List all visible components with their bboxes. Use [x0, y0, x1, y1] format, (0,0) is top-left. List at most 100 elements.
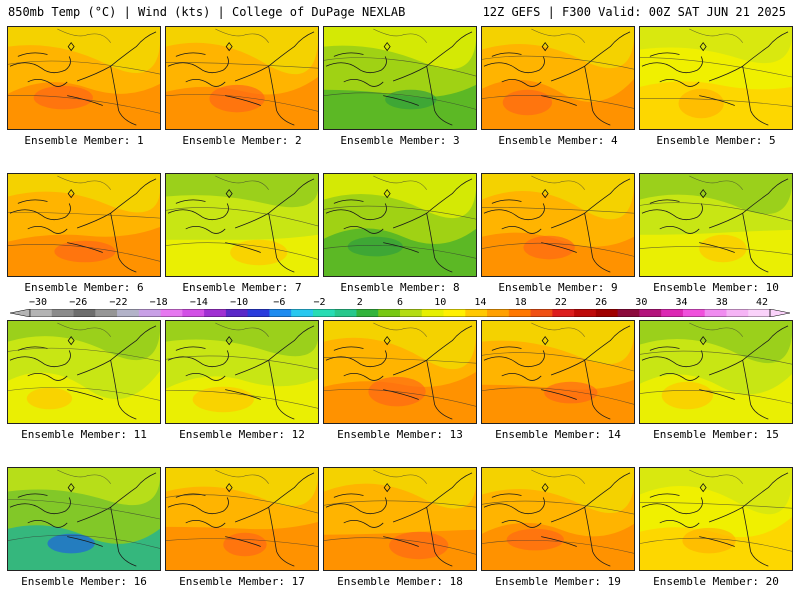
ensemble-member-label: Ensemble Member: 18	[337, 575, 463, 588]
ensemble-panel	[323, 320, 477, 424]
temperature-map	[482, 321, 634, 423]
colorbar-swatch	[247, 309, 270, 317]
ensemble-member-label: Ensemble Member: 1	[24, 134, 144, 147]
colorbar-swatch	[443, 309, 466, 317]
temperature-map	[640, 174, 792, 276]
colorbar-swatch	[182, 309, 205, 317]
colorbar: −30 −26 −22 −18 −14 −10 −6 −2 2 6 10 14 18 22 26 30 34 38…	[10, 297, 790, 321]
colorbar-swatch	[617, 309, 640, 317]
colorbar-swatch	[356, 309, 379, 317]
ensemble-member-label: Ensemble Member: 15	[653, 428, 779, 441]
colorbar-swatch	[552, 309, 575, 317]
temperature-map	[324, 27, 476, 129]
ensemble-panel	[639, 320, 793, 424]
colorbar-swatch	[30, 309, 53, 317]
temperature-map	[482, 27, 634, 129]
map-title: 850mb Temp (°C) | Wind (kts) | College o…	[8, 5, 406, 19]
colorbar-swatch	[704, 309, 727, 317]
ensemble-panel	[7, 26, 161, 130]
colorbar-tick-label: 30	[635, 297, 648, 308]
ensemble-member-label: Ensemble Member: 16	[21, 575, 147, 588]
temperature-map	[482, 174, 634, 276]
run-valid-time: 12Z GEFS | F300 Valid: 00Z SAT JUN 21 20…	[482, 5, 786, 19]
temperature-map	[166, 27, 318, 129]
ensemble-member-label: Ensemble Member: 14	[495, 428, 621, 441]
ensemble-member-label: Ensemble Member: 2	[182, 134, 302, 147]
colorbar-tick-label: 26	[595, 297, 608, 308]
ensemble-panel	[481, 467, 635, 571]
colorbar-tick-label: −22	[109, 297, 128, 308]
colorbar-swatch	[117, 309, 140, 317]
colorbar-tick-label: 34	[675, 297, 688, 308]
ensemble-panel	[165, 173, 319, 277]
colorbar-tick-label: −2	[313, 297, 326, 308]
header: 850mb Temp (°C) | Wind (kts) | College o…	[0, 0, 800, 24]
ensemble-member-label: Ensemble Member: 12	[179, 428, 305, 441]
ensemble-panel	[165, 320, 319, 424]
ensemble-member-label: Ensemble Member: 17	[179, 575, 305, 588]
colorbar-swatch	[595, 309, 619, 317]
colorbar-tick-label: 42	[755, 297, 769, 308]
ensemble-member-label: Ensemble Member: 3	[340, 134, 460, 147]
colorbar-swatch	[748, 309, 771, 317]
colorbar-tick-label: −30	[28, 297, 48, 308]
colorbar-swatch	[334, 309, 357, 317]
ensemble-member-label: Ensemble Member: 8	[340, 281, 460, 294]
temperature-map	[324, 468, 476, 570]
temperature-map	[8, 468, 160, 570]
colorbar-tick-labels: −30 −26 −22 −18 −14 −10 −6 −2 2 6 10 14 18 22 26 30 34 38…	[10, 297, 790, 308]
colorbar-tick-label: −26	[69, 297, 88, 308]
ensemble-member-label: Ensemble Member: 7	[182, 281, 302, 294]
colorbar-swatch	[508, 309, 532, 317]
temperature-map	[166, 321, 318, 423]
ensemble-panel	[481, 320, 635, 424]
colorbar-swatch	[530, 309, 553, 317]
ensemble-member-label: Ensemble Member: 13	[337, 428, 463, 441]
colorbar-swatch	[269, 309, 292, 317]
colorbar-swatch	[421, 309, 445, 317]
colorbar-swatch	[95, 309, 118, 317]
ensemble-panel	[7, 320, 161, 424]
colorbar-swatch	[138, 309, 162, 317]
ensemble-member-label: Ensemble Member: 20	[653, 575, 779, 588]
colorbar-tick-label: 22	[554, 297, 567, 308]
colorbar-swatch	[682, 309, 706, 317]
colorbar-tick-label: −14	[189, 297, 208, 308]
colorbar-tick-label: −6	[273, 297, 286, 308]
ensemble-panel	[481, 173, 635, 277]
temperature-map	[8, 321, 160, 423]
colorbar-tick-label: 6	[396, 297, 404, 308]
colorbar-tick-label: 18	[514, 297, 527, 308]
ensemble-panel	[639, 26, 793, 130]
temperature-map	[640, 321, 792, 423]
colorbar-tick-label: −10	[230, 297, 249, 308]
colorbar-high-arrow	[769, 309, 790, 317]
colorbar-swatch	[574, 309, 597, 317]
colorbar-swatch	[465, 309, 488, 317]
colorbar-swatch	[204, 309, 227, 317]
ensemble-member-label: Ensemble Member: 11	[21, 428, 147, 441]
colorbar-swatch	[225, 309, 249, 317]
ensemble-panel	[323, 467, 477, 571]
temperature-map	[482, 468, 634, 570]
ensemble-panel	[7, 173, 161, 277]
ensemble-member-label: Ensemble Member: 9	[498, 281, 618, 294]
ensemble-panel	[639, 467, 793, 571]
colorbar-swatch	[291, 309, 314, 317]
colorbar-swatch	[378, 309, 401, 317]
colorbar-swatch	[312, 309, 336, 317]
colorbar-swatch	[51, 309, 75, 317]
colorbar-low-arrow	[10, 309, 31, 317]
colorbar-tick-label: −18	[149, 297, 168, 308]
ensemble-member-label: Ensemble Member: 4	[498, 134, 618, 147]
colorbar-tick-label: 2	[356, 297, 363, 308]
temperature-map	[166, 174, 318, 276]
ensemble-member-label: Ensemble Member: 10	[653, 281, 779, 294]
colorbar-swatch	[639, 309, 662, 317]
ensemble-panel	[481, 26, 635, 130]
temperature-map	[166, 468, 318, 570]
ensemble-panel	[639, 173, 793, 277]
colorbar-bar	[10, 309, 790, 317]
temperature-map	[640, 27, 792, 129]
colorbar-tick-label: 10	[434, 297, 447, 308]
